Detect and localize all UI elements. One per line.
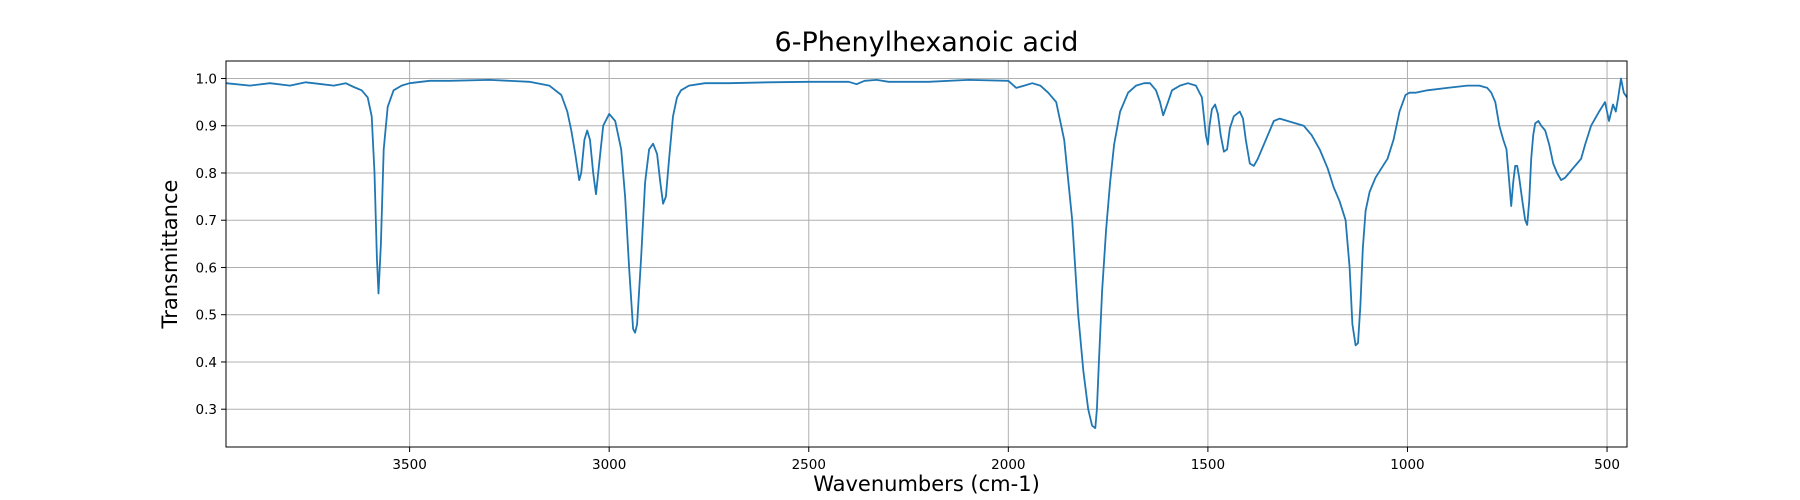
x-tick-label: 2500	[792, 457, 826, 473]
x-tick-label: 3500	[392, 457, 426, 473]
plot-frame	[225, 60, 1628, 448]
x-tick-label: 1000	[1390, 457, 1424, 473]
y-tick-label: 0.3	[196, 402, 217, 418]
y-tick-label: 0.5	[196, 308, 217, 324]
y-tick-label: 0.8	[196, 166, 217, 182]
y-tick-label: 0.7	[196, 213, 217, 229]
x-axis-label: Wavenumbers (cm-1)	[813, 472, 1040, 496]
x-tick-label: 1500	[1191, 457, 1225, 473]
series-layer	[226, 77, 1627, 429]
y-axis-label: Transmittance	[158, 180, 182, 330]
x-tick-label: 3000	[592, 457, 626, 473]
y-tick-label: 0.6	[196, 260, 217, 276]
grid	[226, 61, 1627, 447]
spectrum-line	[226, 77, 1627, 429]
y-tick-label: 0.9	[196, 119, 217, 135]
x-tick-label: 2000	[991, 457, 1025, 473]
y-tick-label: 0.4	[196, 355, 217, 371]
x-tick-label: 500	[1594, 457, 1620, 473]
y-tick-label: 1.0	[196, 71, 217, 87]
chart-title: 6-Phenylhexanoic acid	[775, 27, 1079, 58]
ticks: 3500 3000 2500 2000 1500 1000 500 0.3 0.4 0.5 0.6 0…	[196, 71, 1620, 473]
